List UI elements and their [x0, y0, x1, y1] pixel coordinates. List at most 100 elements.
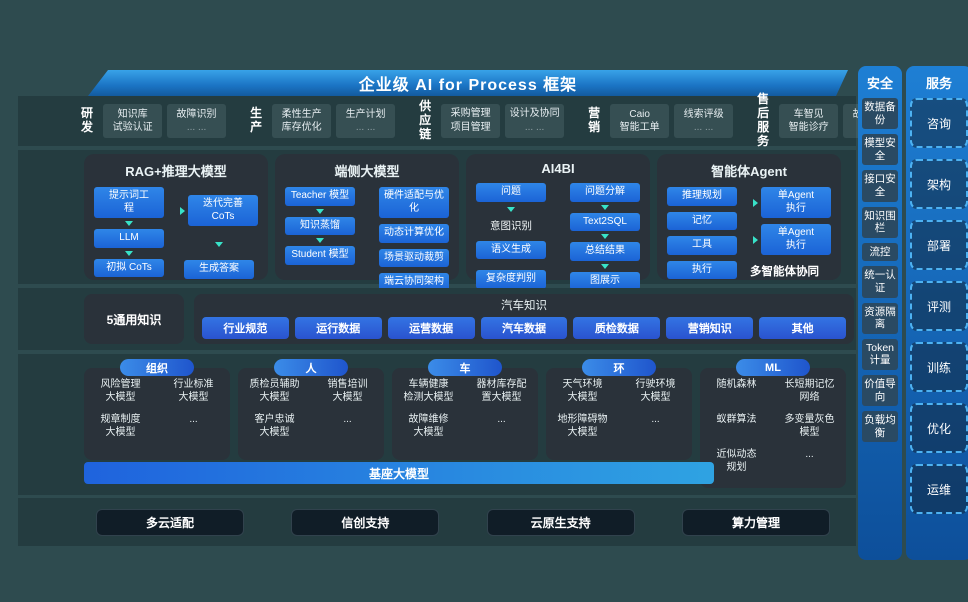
- app-group-rd: 研发 知识库 试验认证 故障识别 ... ...: [76, 104, 227, 138]
- app-rd-box1-line1: 知识库: [117, 108, 148, 120]
- ai4bi-complexity-judge: 复杂度判别: [476, 270, 546, 289]
- app-supply-box2-line2: ... ...: [524, 121, 545, 133]
- service-consulting: 咨询: [910, 98, 968, 148]
- app-rd-box1-line2: 试验认证: [112, 122, 153, 133]
- model-lstm: 长短期记忆 网络: [784, 379, 835, 403]
- app-aftersales-box1-line2: 智能诊疗: [788, 122, 829, 133]
- app-marketing-box1-line2: 智能工单: [619, 122, 660, 133]
- app-rd-box2-line1: 故障识别: [176, 108, 217, 120]
- agent-reasoning-planning: 推理规划: [667, 187, 737, 206]
- model-pill-people: 人: [274, 359, 348, 376]
- rag-flow-left: 提示词工 程 LLM 初拟 CoTs: [94, 187, 164, 279]
- service-header: 服务: [925, 76, 952, 91]
- rag-llm: LLM: [94, 229, 164, 248]
- auto-knowledge-title: 汽车知识: [501, 300, 547, 312]
- model-cells-environment: 天气环境 大模型 行驶环境 大模型 地形障碍物 大模型 ...: [546, 378, 692, 439]
- model-pill-organization: 组织: [120, 359, 194, 376]
- ai4bi-columns: 问题 意图识别 语义生成 复杂度判别 问题分解 Text2SQL 总结结果 图展…: [466, 176, 650, 290]
- model-grey-model: 多变量灰色 模型: [784, 414, 835, 438]
- edge-dynamic-compute: 动态计算优化: [379, 224, 449, 243]
- edge-teacher-model: Teacher 模型: [285, 187, 355, 206]
- agent-columns: 推理规划 记忆 工具 执行 单Agent 执行 单Agent 执行: [657, 180, 841, 279]
- model-parts-inventory: 器材库存配 置大模型: [476, 379, 527, 403]
- app-production-box1-line1: 柔性生产: [281, 108, 322, 120]
- app-marketing-box2: 线索评级 ... ...: [674, 104, 734, 138]
- model-random-forest: 随机森林: [716, 379, 757, 390]
- base-model-bar: 基座大模型: [84, 462, 714, 484]
- page-title: 企业级 AI for Process 框架: [358, 77, 578, 94]
- knowledge-qc-data: 质检数据: [573, 317, 661, 339]
- app-rd-box2-line2: ... ...: [186, 122, 207, 133]
- security-header: 安全: [866, 76, 893, 91]
- compute-management: 算力管理: [681, 508, 830, 536]
- service-optimization: 优化: [910, 403, 968, 453]
- knowledge-other: 其他: [759, 317, 847, 339]
- agent-memory: 记忆: [667, 211, 737, 230]
- capability-layer-band: RAG+推理大模型 提示词工 程 LLM 初拟 CoTs 迭代完善 CoTs: [18, 150, 856, 292]
- rag-iterative-cots: 迭代完善 CoTs: [188, 195, 258, 226]
- app-group-supply-chain: 供应 链 采购管理 项目管理 设计及协同 ... ...: [414, 99, 565, 141]
- model-rules: 规章制度 大模型: [100, 414, 141, 438]
- ai4bi-question: 问题: [476, 183, 546, 202]
- arrow-down-icon: [125, 250, 133, 256]
- model-qc-assist: 质检员辅助 大模型: [249, 379, 300, 403]
- app-supply-box1-line2: 项目管理: [450, 121, 491, 133]
- arrow-right-icon: [180, 206, 185, 215]
- app-supply-box2: 设计及协同 ... ...: [505, 103, 565, 138]
- app-group-rd-label: 研发: [81, 106, 94, 134]
- model-customer-loyalty: 客户忠诚 大模型: [254, 414, 295, 438]
- security-api-safety: 接口安全: [862, 170, 898, 202]
- model-cells-organization: 风险管理 大模型 行业标准 大模型 规章制度 大模型 ...: [84, 378, 230, 439]
- agent-exec-column: 单Agent 执行 单Agent 执行 多智能体协同: [750, 187, 831, 279]
- model-vehicle-more: ...: [497, 414, 506, 425]
- app-marketing-box1: Caio 智能工单: [610, 104, 670, 138]
- app-group-marketing-label: 营销: [588, 106, 601, 134]
- rag-reasoning-box: RAG+推理大模型 提示词工 程 LLM 初拟 CoTs 迭代完善 CoTs: [84, 154, 268, 280]
- model-group-vehicle: 车 车辆健康 检测大模型 器材库存配 置大模型 故障维修 大模型 ...: [392, 359, 538, 460]
- edge-student-model: Student 模型: [285, 246, 355, 265]
- arrow-down-icon: [125, 221, 133, 226]
- agent-execution: 执行: [667, 260, 737, 279]
- edge-distill-flow: Teacher 模型 知识蒸馏 Student 模型: [285, 187, 355, 292]
- edge-model-box: 端侧大模型 Teacher 模型 知识蒸馏 Student 模型 硬件适配与优 …: [275, 154, 459, 292]
- model-vehicle-health: 车辆健康 检测大模型: [403, 379, 454, 403]
- app-rd-box2: 故障识别 ... ...: [167, 104, 227, 138]
- service-column: 服务 咨询 架构 部署 评测 训练 优化 运维: [906, 66, 968, 560]
- edge-features: 硬件适配与优 化 动态计算优化 场景驱动裁剪 端云协同架构: [379, 187, 449, 292]
- model-terrain-obstacle: 地形障碍物 大模型: [557, 414, 608, 438]
- ai4bi-semantic-generation: 语义生成: [476, 240, 546, 259]
- app-supply-box1: 采购管理 项目管理: [441, 103, 501, 138]
- service-evaluation: 评测: [910, 281, 968, 331]
- compute-multicloud: 多云适配: [96, 508, 244, 536]
- security-load-balancing: 负载均衡: [862, 411, 898, 443]
- app-group-marketing: 营销 Caio 智能工单 线索评级 ... ...: [583, 104, 734, 138]
- model-pill-vehicle: 车: [428, 359, 502, 376]
- model-people-more: ...: [343, 414, 352, 425]
- model-risk-mgmt: 风险管理 大模型: [100, 379, 141, 403]
- arrow-right-icon: [753, 235, 758, 244]
- ai4bi-chart-display: 图展示: [570, 271, 640, 290]
- arrow-down-icon: [215, 242, 223, 247]
- agent-title: 智能体Agent: [711, 164, 787, 179]
- app-group-production: 生产 柔性生产 库存优化 生产计划 ... ...: [245, 104, 396, 138]
- security-value-orientation: 价值导向: [862, 374, 898, 407]
- model-group-ml: ML 随机森林 长短期记忆 网络 蚁群算法 多变量灰色 模型 近似动态 规划 .…: [700, 359, 846, 488]
- ai4bi-intent-recognition: 意图识别: [490, 219, 532, 232]
- app-group-supply-chain-label: 供应 链: [419, 99, 432, 141]
- capability-boxes: RAG+推理大模型 提示词工 程 LLM 初拟 CoTs 迭代完善 CoTs: [18, 150, 856, 292]
- arrow-down-icon: [601, 204, 609, 210]
- agent-components: 推理规划 记忆 工具 执行: [667, 187, 737, 279]
- service-architecture: 架构: [910, 159, 968, 209]
- knowledge-operating-data: 运行数据: [294, 317, 382, 339]
- arrow-down-icon: [316, 208, 324, 214]
- edge-hw-optimization: 硬件适配与优 化: [379, 187, 449, 218]
- ai4bi-question-decompose: 问题分解: [570, 183, 640, 202]
- service-operations: 运维: [910, 464, 968, 514]
- knowledge-vehicle-data: 汽车数据: [480, 317, 568, 339]
- knowledge-layer-band: 5通用知识 汽车知识 行业规范 运行数据 运营数据 汽车数据 质检数据 营销知识…: [18, 288, 856, 350]
- app-marketing-box1-line1: Caio: [629, 108, 650, 120]
- security-data-backup: 数据备份: [862, 98, 898, 130]
- service-training: 训练: [910, 342, 968, 392]
- agent-exec-row-2: 单Agent 执行: [753, 224, 831, 255]
- model-cells-people: 质检员辅助 大模型 销售培训 大模型 客户忠诚 大模型 ...: [238, 378, 384, 439]
